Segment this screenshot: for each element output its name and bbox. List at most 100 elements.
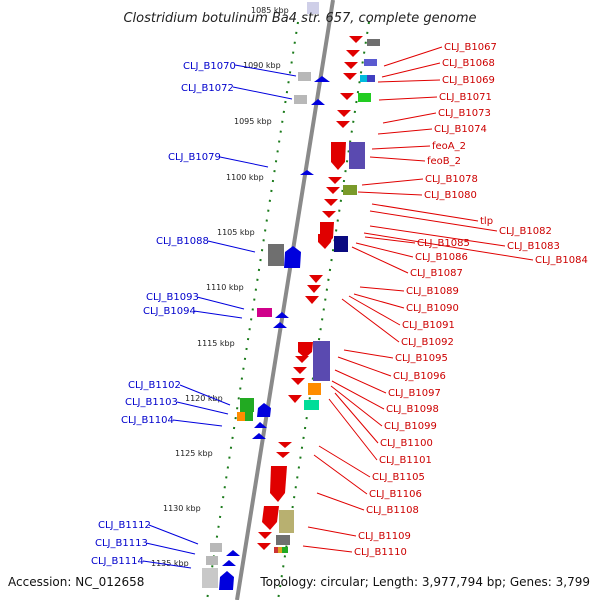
gene-label: CLJ_B1078: [425, 174, 478, 185]
gene-arrow: [314, 76, 330, 82]
gene-block: [294, 95, 307, 104]
gene-label: CLJ_B1079: [168, 152, 221, 163]
gene-label: CLJ_B1067: [444, 42, 497, 53]
gene-arrow: [344, 62, 358, 69]
scale-label: 1130 kbp: [163, 504, 201, 513]
gene-block: [334, 236, 348, 252]
gene-label: CLJ_B1102: [128, 380, 181, 391]
gene-label: CLJ_B1080: [424, 190, 477, 201]
scale-label: 1135 kbp: [151, 559, 189, 568]
gene-arrow: [340, 93, 354, 100]
gene-arrow: [298, 342, 313, 358]
gene-block: [279, 510, 294, 533]
gene-arrow: [252, 433, 266, 439]
gene-label: feoA_2: [432, 141, 466, 152]
gene-arrow: [278, 442, 292, 448]
gene-label: feoB_2: [427, 156, 461, 167]
gene-arrow: [349, 36, 363, 43]
gene-label: CLJ_B1090: [406, 303, 459, 314]
scale-label: 1105 kbp: [217, 228, 255, 237]
gene-arrow: [318, 234, 332, 249]
gene-label: CLJ_B1100: [380, 438, 433, 449]
gene-block: [210, 543, 222, 552]
gene-label: CLJ_B1093: [146, 292, 199, 303]
gene-block: [276, 535, 290, 545]
gene-label: CLJ_B1072: [181, 83, 234, 94]
gene-block: [367, 39, 380, 46]
gene-block: [240, 398, 254, 412]
gene-arrow: [311, 99, 325, 105]
gene-block: [245, 412, 253, 421]
gene-arrow: [307, 285, 321, 293]
left-leaders: [142, 64, 297, 569]
gene-arrow: [295, 356, 309, 363]
scale-label: 1120 kbp: [185, 394, 223, 403]
scale-label: 1085 kbp: [251, 6, 289, 15]
gene-label: CLJ_B1101: [379, 455, 432, 466]
right-leaders: [302, 46, 534, 553]
gene-label: CLJ_B1070: [183, 61, 236, 72]
gene-arrow: [343, 73, 357, 80]
gene-block: [358, 93, 371, 102]
gene-label: CLJ_B1109: [358, 531, 411, 542]
gene-arrow: [254, 422, 267, 428]
gene-block: [367, 75, 375, 82]
gene-arrow: [346, 50, 360, 57]
gene-block: [308, 383, 321, 395]
gene-arrow: [326, 187, 340, 194]
left-labels: CLJ_B1070 CLJ_B1072 CLJ_B1079 CLJ_B1088 …: [91, 61, 236, 567]
gene-block: [282, 547, 288, 553]
gene-arrow: [258, 532, 272, 539]
gene-block: [268, 244, 284, 266]
gene-label: CLJ_B1085: [417, 238, 470, 249]
gene-block: [237, 412, 245, 421]
gene-label: CLJ_B1112: [98, 520, 151, 531]
scale-label: 1100 kbp: [226, 173, 264, 182]
gene-block: [343, 185, 357, 195]
scale-label: 1125 kbp: [175, 449, 213, 458]
gene-arrow: [309, 275, 323, 283]
scale-labels: 1085 kbp 1090 kbp 1095 kbp 1100 kbp 1105…: [151, 6, 289, 568]
gene-arrow: [284, 246, 301, 268]
scale-label: 1110 kbp: [206, 283, 244, 292]
gene-label: CLJ_B1084: [535, 255, 588, 266]
gene-label: CLJ_B1105: [372, 472, 425, 483]
gene-arrow: [270, 466, 287, 502]
gene-label: CLJ_B1073: [438, 108, 491, 119]
gene-label: tlp: [480, 216, 493, 227]
gene-block: [304, 400, 319, 410]
gene-label: CLJ_B1099: [384, 421, 437, 432]
scale-label: 1095 kbp: [234, 117, 272, 126]
gene-block: [298, 72, 311, 81]
gene-arrow: [276, 452, 290, 458]
accession-text: Accession: NC_012658: [8, 575, 144, 589]
gene-arrow: [219, 571, 234, 590]
gene-label: CLJ_B1083: [507, 241, 560, 252]
scale-label: 1115 kbp: [197, 339, 235, 348]
gene-label: CLJ_B1089: [406, 286, 459, 297]
gene-arrow: [293, 367, 307, 374]
gene-label: CLJ_B1082: [499, 226, 552, 237]
page-title: Clostridium botulinum Ba4 str. 657, comp…: [123, 11, 476, 26]
gene-label: CLJ_B1071: [439, 92, 492, 103]
gene-label: CLJ_B1110: [354, 547, 407, 558]
gene-label: CLJ_B1113: [95, 538, 148, 549]
gene-block: [202, 568, 218, 588]
gene-label: CLJ_B1074: [434, 124, 487, 135]
gene-label: CLJ_B1114: [91, 556, 144, 567]
gene-label: CLJ_B1108: [366, 505, 419, 516]
gene-block: [307, 2, 319, 14]
gene-label: CLJ_B1096: [393, 371, 446, 382]
gene-arrow: [222, 560, 236, 566]
gene-label: CLJ_B1092: [401, 337, 454, 348]
gene-label: CLJ_B1068: [442, 58, 495, 69]
topology-text: Topology: circular; Length: 3,977,794 bp…: [259, 575, 590, 589]
gene-arrow: [336, 121, 350, 128]
gene-block: [349, 142, 365, 169]
gene-arrow: [262, 506, 279, 530]
gene-arrow: [300, 170, 314, 175]
gene-arrow: [322, 211, 336, 218]
scale-label: 1090 kbp: [243, 61, 281, 70]
